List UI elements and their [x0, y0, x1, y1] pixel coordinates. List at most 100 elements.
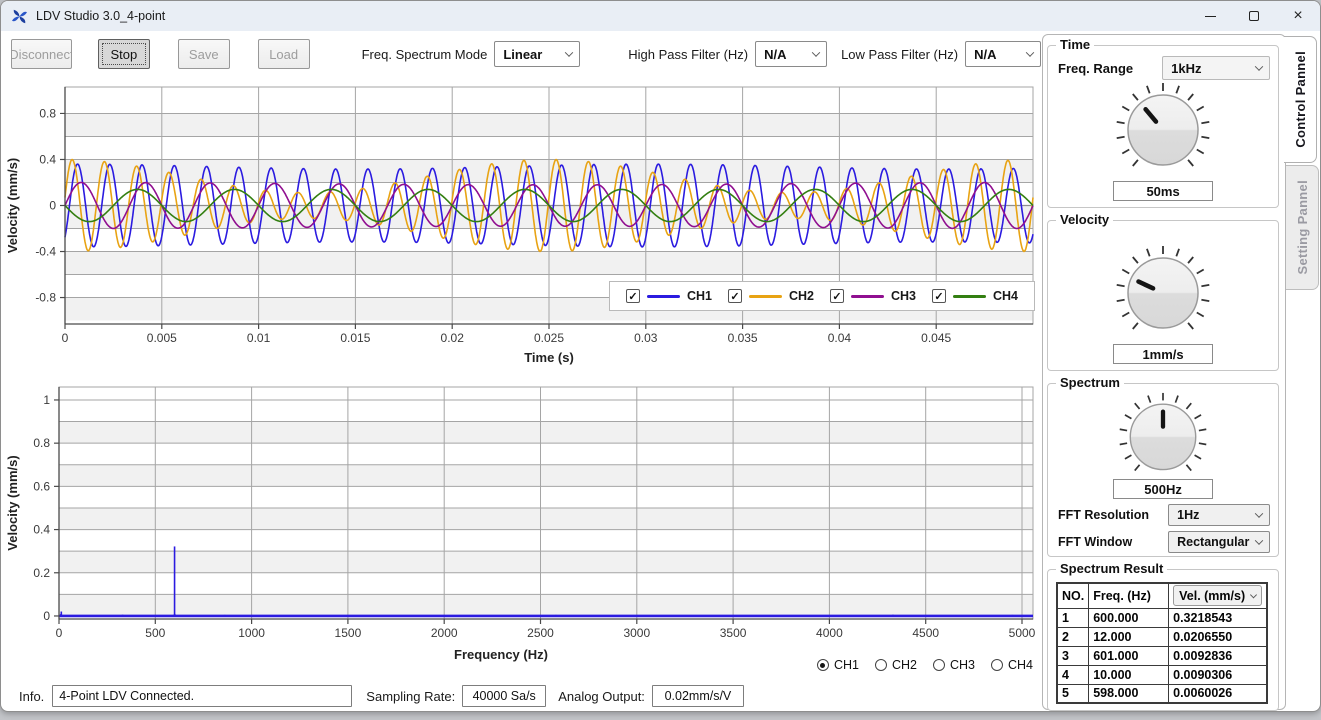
svg-text:0.03: 0.03 — [634, 331, 658, 345]
radio-ch1[interactable]: CH1 — [816, 658, 859, 672]
svg-text:0: 0 — [62, 331, 69, 345]
chevron-down-icon — [1254, 536, 1264, 545]
frequency-chart-area: 1 0.8 0.6 0.4 0.2 0 0 500 1000 1500 2000 2500 3000 35… — [1, 379, 1041, 679]
radio-label: CH1 — [833, 658, 859, 672]
analog-output-field[interactable]: 0.02mm/s/V — [651, 685, 744, 707]
low-pass-filter-label: Low Pass Filter (Hz) — [841, 46, 959, 62]
svg-text:500: 500 — [145, 626, 165, 640]
high-pass-filter-select[interactable]: N/A — [755, 41, 828, 67]
table-cell: 4 — [1056, 664, 1090, 685]
legend-line-sample — [646, 294, 680, 298]
svg-text:0.015: 0.015 — [340, 331, 370, 345]
col-header-vel: Vel. (mm/s) — [1168, 582, 1268, 609]
disconnect-button[interactable]: Disconnect — [11, 39, 72, 69]
spectrum-knob[interactable] — [1103, 392, 1223, 478]
stop-button[interactable]: Stop — [97, 39, 150, 69]
radio-ch2[interactable]: CH2 — [874, 658, 917, 672]
fft-window-select[interactable]: Rectangular — [1168, 531, 1271, 553]
minimize-button[interactable] — [1188, 1, 1232, 31]
legend-item-ch4: ✓ CH4 — [931, 289, 1018, 303]
table-row: 4 10.000 0.0090306 — [1056, 664, 1268, 685]
svg-text:-0.4: -0.4 — [35, 245, 56, 259]
svg-text:3500: 3500 — [720, 626, 747, 640]
info-field[interactable]: 4-Point LDV Connected. — [52, 685, 353, 707]
chevron-down-icon — [811, 48, 821, 57]
legend-label: CH4 — [992, 289, 1018, 303]
svg-text:3000: 3000 — [623, 626, 650, 640]
save-button[interactable]: Save — [177, 39, 230, 69]
chevron-down-icon — [1025, 48, 1035, 57]
chevron-down-icon — [1250, 591, 1258, 599]
time-group-title: Time — [1056, 37, 1095, 52]
table-row: 1 600.000 0.3218543 — [1056, 607, 1268, 628]
svg-text:Velocity (mm/s): Velocity (mm/s) — [5, 455, 20, 550]
tab-setting-panel[interactable]: Setting Pannel — [1286, 165, 1320, 290]
load-button[interactable]: Load — [257, 39, 310, 69]
velocity-group: Velocity 1mm/s — [1047, 212, 1280, 371]
radio-ch3[interactable]: CH3 — [932, 658, 975, 672]
velocity-knob-value[interactable]: 1mm/s — [1113, 344, 1214, 364]
svg-text:2500: 2500 — [527, 626, 554, 640]
legend-checkbox-ch1[interactable]: ✓ — [625, 289, 640, 303]
velocity-knob[interactable] — [1098, 243, 1228, 343]
radio-dot-icon — [932, 659, 945, 671]
table-cell: 0.0090306 — [1168, 664, 1268, 685]
chevron-down-icon — [1254, 509, 1264, 518]
spectrum-group-title: Spectrum — [1056, 375, 1124, 390]
svg-text:Time (s): Time (s) — [524, 350, 574, 365]
legend-checkbox-ch2[interactable]: ✓ — [727, 289, 742, 303]
tab-control-panel[interactable]: Control Pannel — [1284, 36, 1318, 163]
low-pass-filter-value: N/A — [974, 46, 997, 62]
svg-text:0: 0 — [43, 609, 50, 623]
table-cell: 601.000 — [1088, 645, 1170, 666]
table-cell: 600.000 — [1088, 607, 1170, 628]
freq-range-select[interactable]: 1kHz — [1162, 56, 1271, 80]
analog-output-label: Analog Output: — [558, 688, 645, 704]
spectrum-result-title: Spectrum Result — [1056, 561, 1168, 576]
radio-ch4[interactable]: CH4 — [990, 658, 1033, 672]
table-cell: 0.0060026 — [1168, 683, 1268, 704]
fft-resolution-select[interactable]: 1Hz — [1168, 504, 1271, 526]
time-knob-value[interactable]: 50ms — [1113, 181, 1214, 201]
radio-dot-icon — [874, 659, 887, 671]
status-bar: Info. 4-Point LDV Connected. Sampling Ra… — [1, 679, 1041, 711]
title-bar: LDV Studio 3.0_4-point × — [1, 1, 1320, 31]
freq-spectrum-mode-select[interactable]: Linear — [494, 41, 581, 67]
close-button[interactable]: × — [1276, 1, 1320, 31]
time-group: Time Freq. Range 1kHz 50ms — [1047, 37, 1280, 208]
legend-item-ch2: ✓ CH2 — [727, 289, 814, 303]
table-cell: 598.000 — [1088, 683, 1170, 704]
radio-label: CH4 — [1007, 658, 1033, 672]
spectrum-result-group: Spectrum Result NO. Freq. (Hz) Vel. (mm/… — [1047, 561, 1280, 711]
legend-checkbox-ch4[interactable]: ✓ — [931, 289, 946, 303]
svg-text:5000: 5000 — [1009, 626, 1036, 640]
freq-spectrum-mode-value: Linear — [503, 46, 543, 62]
fft-resolution-value: 1Hz — [1177, 508, 1200, 522]
table-row: 5 598.000 0.0060026 — [1056, 683, 1268, 704]
sampling-rate-field[interactable]: 40000 Sa/s — [462, 685, 547, 707]
sampling-rate-label: Sampling Rate: — [366, 688, 456, 704]
legend-line-sample — [748, 294, 782, 298]
svg-text:0.045: 0.045 — [921, 331, 951, 345]
freq-range-value: 1kHz — [1171, 60, 1202, 76]
spectrum-knob-value[interactable]: 500Hz — [1113, 479, 1214, 499]
svg-text:1000: 1000 — [238, 626, 265, 640]
spectrum-result-table: NO. Freq. (Hz) Vel. (mm/s) 1 600.000 0.321… — [1056, 582, 1269, 704]
tab-control-panel-label: Control Pannel — [1292, 51, 1308, 148]
svg-text:0.2: 0.2 — [33, 566, 50, 580]
fft-resolution-label: FFT Resolution — [1058, 508, 1149, 522]
legend-checkbox-ch3[interactable]: ✓ — [829, 289, 844, 303]
vel-unit-value: Vel. (mm/s) — [1179, 588, 1246, 603]
radio-dot-icon — [816, 659, 829, 671]
svg-text:0.01: 0.01 — [247, 331, 271, 345]
minimize-icon — [1204, 15, 1216, 17]
time-knob[interactable] — [1098, 80, 1228, 180]
toolbar: Disconnect Stop Save Load Freq. Spectrum… — [1, 31, 1041, 77]
vel-unit-select[interactable]: Vel. (mm/s) — [1173, 585, 1263, 607]
svg-text:0.035: 0.035 — [728, 331, 758, 345]
maximize-button[interactable] — [1232, 1, 1276, 31]
low-pass-filter-select[interactable]: N/A — [965, 41, 1041, 67]
freq-spectrum-mode-label: Freq. Spectrum Mode — [361, 46, 488, 62]
legend-label: CH1 — [686, 289, 712, 303]
